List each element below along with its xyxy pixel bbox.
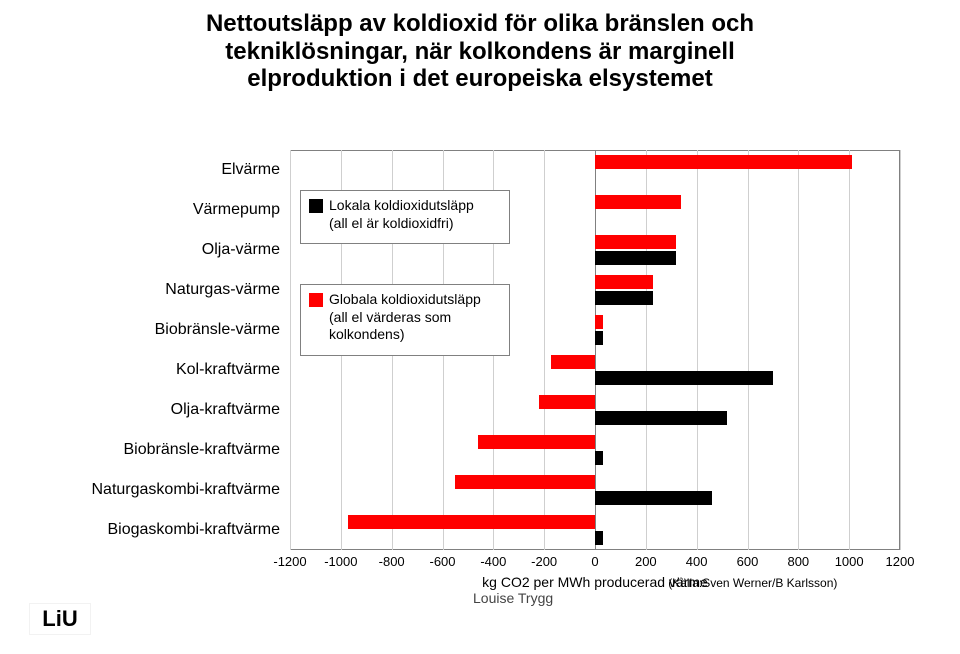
category-label: Naturgaskombi-kraftvärme xyxy=(30,481,280,499)
bar-lokala xyxy=(595,491,712,505)
x-tick: -1200 xyxy=(273,554,306,569)
x-tick: -800 xyxy=(379,554,405,569)
bar-globala xyxy=(478,435,595,449)
bar-globala xyxy=(595,275,653,289)
gridline xyxy=(900,150,901,550)
bar-lokala xyxy=(595,531,603,545)
x-tick: 800 xyxy=(787,554,809,569)
footer-name: Louise Trygg xyxy=(473,590,553,606)
bar-lokala xyxy=(595,291,653,305)
liu-logo: LiU xyxy=(30,604,90,634)
legend-color-swatch xyxy=(309,293,323,307)
legend-label: Lokala koldioxidutsläpp(all el är koldio… xyxy=(329,197,474,232)
category-label: Biobränsle-kraftvärme xyxy=(30,441,280,459)
legend-item: Lokala koldioxidutsläpp(all el är koldio… xyxy=(309,197,503,232)
bar-globala xyxy=(455,475,595,489)
zero-line xyxy=(595,150,596,550)
liu-logo-text: LiU xyxy=(42,606,77,631)
category-label: Biobränsle-värme xyxy=(30,321,280,339)
legend-color-swatch xyxy=(309,199,323,213)
x-tick: 1200 xyxy=(886,554,915,569)
gridline xyxy=(697,150,698,550)
source-text: (Källa:Sven Werner/B Karlsson) xyxy=(668,576,837,590)
bar-globala xyxy=(595,195,681,209)
gridline xyxy=(544,150,545,550)
legend-box: Lokala koldioxidutsläpp(all el är koldio… xyxy=(300,190,510,244)
x-tick: -1000 xyxy=(324,554,357,569)
bar-globala xyxy=(595,155,852,169)
bar-globala xyxy=(539,395,595,409)
category-label: Kol-kraftvärme xyxy=(30,361,280,379)
category-label: Värmepump xyxy=(30,201,280,219)
gridline xyxy=(290,150,291,550)
legend-label: Globala koldioxidutsläpp(all el värderas… xyxy=(329,291,481,344)
category-label: Naturgas-värme xyxy=(30,281,280,299)
bar-lokala xyxy=(595,411,727,425)
x-tick: 200 xyxy=(635,554,657,569)
gridline xyxy=(748,150,749,550)
bar-lokala xyxy=(595,331,603,345)
bar-lokala xyxy=(595,451,603,465)
x-tick: 400 xyxy=(686,554,708,569)
bar-globala xyxy=(595,235,676,249)
bar-globala xyxy=(348,515,595,529)
category-label: Olja-kraftvärme xyxy=(30,401,280,419)
bar-lokala xyxy=(595,371,773,385)
gridline xyxy=(849,150,850,550)
category-label: Olja-värme xyxy=(30,241,280,259)
gridline xyxy=(798,150,799,550)
bar-globala xyxy=(595,315,603,329)
x-tick: -600 xyxy=(429,554,455,569)
chart: -1200 -1000 -800 -600 -400 -200 0 200 400 600 800 1… xyxy=(0,0,960,654)
x-tick: 0 xyxy=(591,554,598,569)
gridline xyxy=(646,150,647,550)
legend-item: Globala koldioxidutsläpp(all el värderas… xyxy=(309,291,503,344)
category-label: Elvärme xyxy=(30,161,280,179)
x-tick: 600 xyxy=(737,554,759,569)
x-tick: -200 xyxy=(531,554,557,569)
x-tick: -400 xyxy=(480,554,506,569)
bar-globala xyxy=(551,355,595,369)
bar-lokala xyxy=(595,251,676,265)
category-label: Biogaskombi-kraftvärme xyxy=(30,521,280,539)
legend-box: Globala koldioxidutsläpp(all el värderas… xyxy=(300,284,510,356)
x-tick: 1000 xyxy=(835,554,864,569)
